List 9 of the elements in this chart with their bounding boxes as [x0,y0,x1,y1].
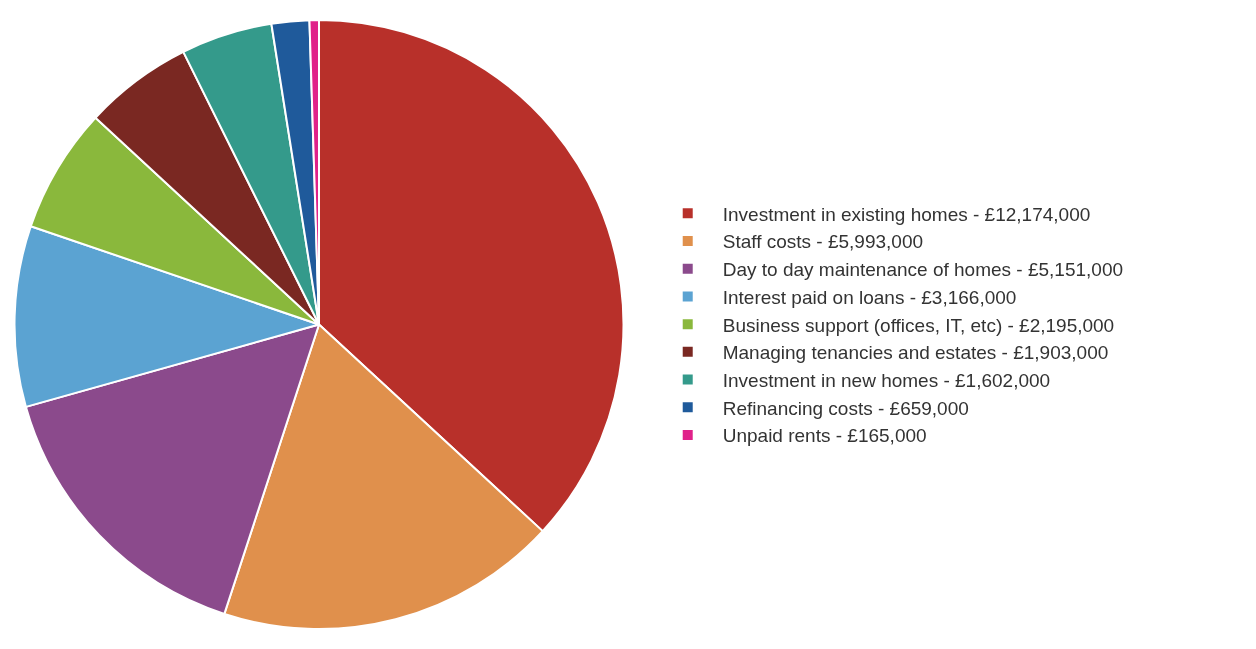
legend-label: Business support (offices, IT, etc) - £2,195,000 [722,314,1115,336]
legend-label: Refinancing costs - £659,000 [722,397,969,419]
legend-label: Managing tenancies and estates - £1,903,000 [722,342,1109,364]
legend-label: Unpaid rents - £165,000 [722,425,927,447]
legend-label: Investment in new homes - £1,602,000 [722,369,1051,391]
legend-label: Day to day maintenance of homes - £5,151,000 [722,259,1124,281]
legend-label: Interest paid on loans - £3,166,000 [722,286,1017,308]
legend-label: Staff costs - £5,993,000 [722,231,924,253]
legend-label: Investment in existing homes - £12,174,000 [722,203,1091,225]
